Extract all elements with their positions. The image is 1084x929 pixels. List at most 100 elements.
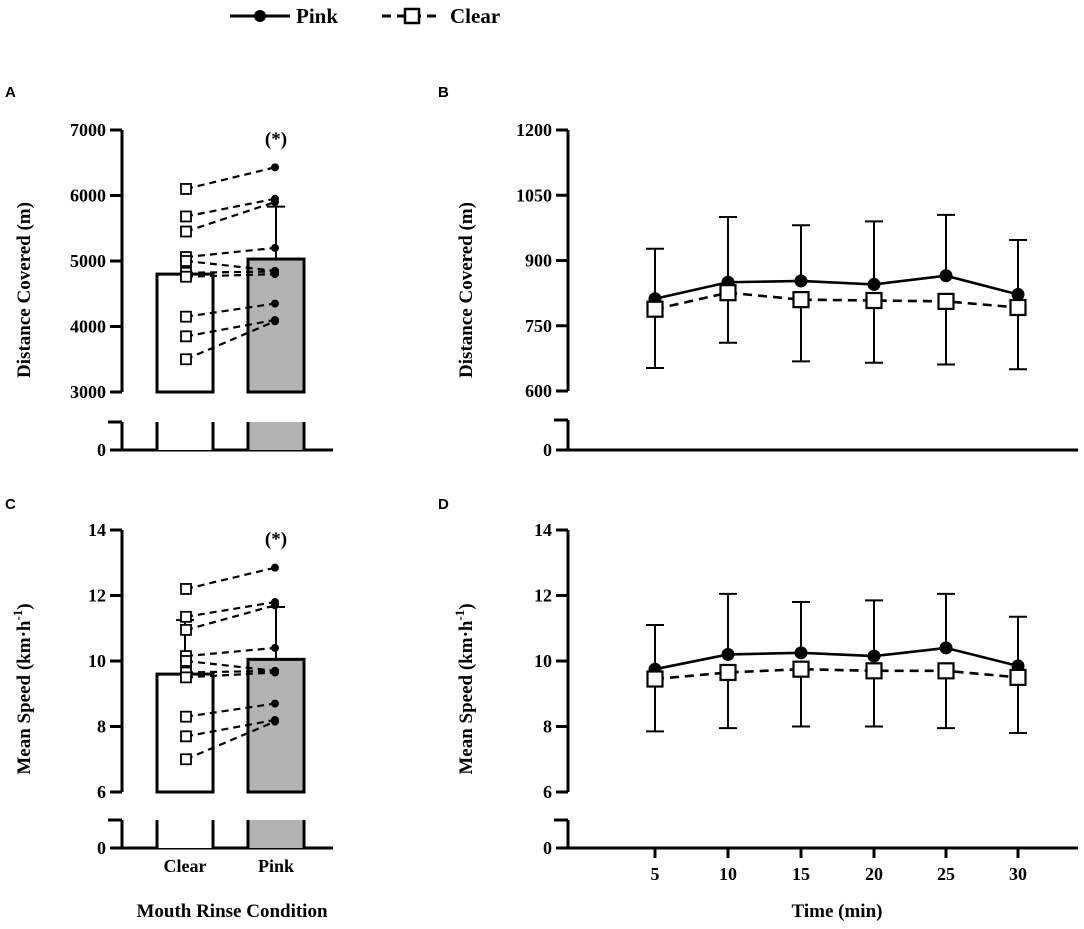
panel-c-individual-line: [185, 702, 276, 718]
panel-c-individual-line: [185, 718, 276, 738]
panel-c-individual-clear-point: [180, 610, 192, 623]
panel-c-individual-pink-point: [271, 699, 279, 708]
panel-c-individual-clear-point: [180, 655, 192, 667]
panel-c-individual-line: [185, 671, 276, 679]
panel-d-zero-label: 0: [543, 838, 552, 858]
panel-a-individual-clear-point: [180, 310, 192, 323]
panel-b-pink-point: [1011, 287, 1025, 301]
panel-d-x-tick-label: 30: [1009, 864, 1027, 884]
panel-d-clear-point: [865, 662, 883, 680]
panel-a-bar-lower-pink: [248, 422, 304, 450]
panel-b-zero-label: 0: [543, 440, 552, 460]
panel-b-series-line-pink: [654, 274, 1019, 301]
panel-d-pink-point: [867, 649, 881, 663]
panel-d-x-tick-label: 20: [865, 864, 883, 884]
panel-d-pink-point: [721, 647, 735, 661]
panel-d-y-tick-label: 6: [543, 782, 552, 802]
panel-b-y-tick-label: 600: [525, 381, 552, 401]
panel-b-y-axis-label: Distance Covered (m): [456, 202, 477, 378]
panel-c-y-tick-label: 12: [88, 586, 106, 606]
panel-d-x-tick-label: 25: [937, 864, 955, 884]
panel-b-clear-point: [792, 291, 810, 309]
panel-c-y-axis-label-end: ): [14, 603, 35, 609]
legend-clear-label: Clear: [450, 4, 500, 28]
panel-d-pink-point: [794, 646, 808, 660]
panel-c-y-tick-label: 8: [97, 717, 106, 737]
panel-a-individual-pink-point: [271, 243, 279, 252]
legend-pink-label: Pink: [296, 4, 338, 28]
panel-d-y-tick-label: 12: [534, 586, 552, 606]
panel-a-individual-clear-point: [180, 330, 192, 343]
chart-panel-d: 6 8 10 12 14 0 Mean Speed (km·h-1) 5 10 15 20 25 30 T…: [452, 520, 1078, 922]
panel-a-individual-clear-point: [180, 210, 192, 223]
panel-b-pink-point: [867, 277, 881, 291]
panel-d-series-line-pink: [654, 646, 1019, 671]
panel-a-individual-clear-point: [180, 255, 192, 267]
panel-a-individual-line: [185, 318, 276, 338]
panel-a-bar-pink: [246, 257, 306, 394]
panel-b-y-tick-label: 900: [525, 251, 552, 271]
panel-a-individual-pink-point: [271, 163, 279, 172]
panel-a-individual-line: [185, 246, 276, 259]
panel-d-clear-point: [792, 660, 810, 678]
legend-pink-marker: [254, 10, 266, 22]
chart-panel-b: 600 750 900 1050 1200 0 Distance Covered (m): [456, 120, 1078, 460]
panel-c-individual-clear-point: [180, 710, 192, 723]
panel-b-clear-point: [937, 292, 955, 310]
panel-c-individual-clear-point: [180, 583, 192, 595]
panel-b-pink-point: [939, 269, 953, 283]
panel-a-individual-line: [185, 320, 276, 361]
panel-d-y-axis-label: Mean Speed (km·h-1): [452, 603, 477, 774]
panel-d-x-tick-label: 5: [651, 864, 660, 884]
panel-c-y-axis-label: Mean Speed (km·h-1): [10, 603, 35, 774]
panel-a-individual-line: [185, 197, 276, 218]
panel-a-zero-label: 0: [97, 440, 106, 460]
panel-c-individual-clear-point: [180, 671, 192, 684]
panel-c-individual-pink-point: [271, 717, 279, 726]
panel-a-significance-label: (*): [265, 129, 287, 150]
panel-a-individual-pink-point: [271, 270, 279, 279]
panel-label-b: B: [438, 84, 449, 101]
panel-a-individual-line: [185, 270, 276, 274]
panel-c-bar-lower-pink: [248, 820, 304, 848]
panel-a-y-axis-label: Distance Covered (m): [14, 202, 35, 378]
panel-a-individual-line: [185, 302, 276, 318]
panel-a-individual-pink-point: [271, 317, 279, 326]
panel-b-y-tick-label: 750: [525, 316, 552, 336]
panel-c-bar-lower-clear: [157, 820, 213, 848]
panel-a-individual-line: [185, 273, 276, 278]
panel-c-zero-label: 0: [97, 838, 106, 858]
legend-clear-marker: [403, 7, 421, 25]
panel-d-clear-point: [719, 663, 737, 682]
panel-c-individual-pink-point: [271, 668, 279, 677]
panel-c-individual-clear-point: [180, 753, 192, 766]
panel-a-individual-clear-point: [180, 183, 192, 195]
panel-d-y-tick-label: 8: [543, 717, 552, 737]
panel-c-y-axis-label-sup: -1: [10, 610, 25, 621]
panel-c-y-tick-label: 14: [88, 520, 106, 540]
panel-d-x-axis-label: Time (min): [792, 901, 883, 922]
panel-b-y-tick-label: 1200: [516, 120, 552, 140]
panel-c-bar-pink: [246, 657, 306, 794]
panel-b-y-tick-label: 1050: [516, 185, 552, 205]
panel-b-pink-point: [794, 274, 808, 288]
panel-c-x-axis-label: Mouth Rinse Condition: [136, 901, 328, 922]
panel-c-y-tick-label: 10: [88, 651, 106, 671]
panel-b-series-line-clear: [654, 291, 1019, 311]
panel-a-y-tick-label: 4000: [70, 317, 106, 337]
panel-d-series-line-clear: [654, 667, 1019, 681]
panel-c-individual-pink-point: [271, 563, 279, 572]
panel-d-y-axis-label-end: ): [456, 603, 477, 609]
panel-c-individual-clear-point: [180, 730, 192, 743]
panel-c-individual-line: [185, 600, 276, 618]
panel-a-individual-pink-point: [271, 198, 279, 207]
panel-a-individual-clear-point: [180, 353, 192, 366]
panel-a-bar-lower-clear: [157, 422, 213, 450]
panel-a-individual-pink-point: [271, 299, 279, 308]
panel-b-clear-point: [646, 300, 664, 318]
panel-label-c: C: [5, 496, 16, 513]
panel-a-y-tick-label: 3000: [70, 382, 106, 402]
panel-a-individual-clear-point: [180, 270, 192, 283]
panel-d-clear-point: [1009, 668, 1027, 686]
